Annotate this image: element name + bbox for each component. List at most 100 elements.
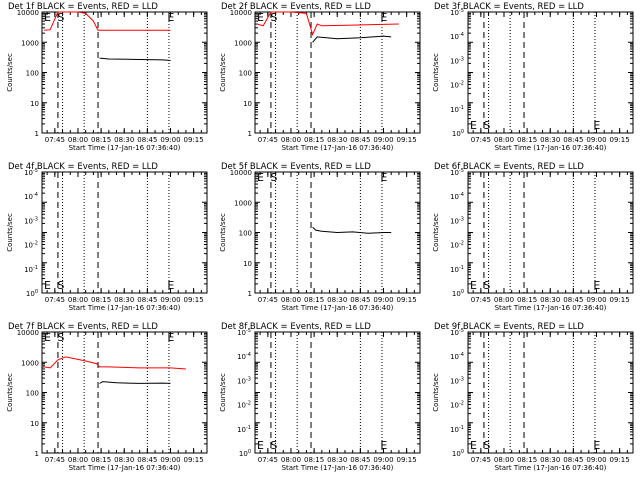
- x-axis-label: Start Time (17-Jan-16 07:36:40): [282, 144, 394, 152]
- marker-start: S: [483, 439, 490, 452]
- tick-exponent: -4: [459, 32, 464, 38]
- y-axis-label: Counts/sec: [432, 373, 440, 412]
- y-tick-label: 1000: [234, 199, 252, 207]
- tick-base: 10: [452, 450, 461, 458]
- tick-exponent: -4: [459, 192, 464, 198]
- x-tick-label: 09:00: [160, 456, 180, 464]
- y-tick-label: 10000: [17, 329, 39, 337]
- panel-det-4: Det 4f BLACK = Events, RED = LLD Counts/s…: [6, 162, 208, 312]
- y-axis-label: Counts/sec: [219, 213, 227, 252]
- tick-base: 10: [237, 353, 246, 361]
- tick-exponent: 0: [461, 129, 464, 135]
- marker-end-left: E: [470, 439, 477, 452]
- tick-exponent: -2: [459, 401, 464, 407]
- y-tick-label: 1: [35, 450, 39, 458]
- marker-start: S: [483, 119, 490, 132]
- y-tick-label: 10-3: [24, 216, 38, 225]
- tick-exponent: -3: [246, 376, 251, 382]
- x-tick-label: 08:15: [304, 296, 324, 304]
- x-tick-label: 08:30: [327, 296, 347, 304]
- y-axis-label: Counts/sec: [219, 53, 227, 92]
- tick-base: 10: [450, 33, 459, 41]
- x-tick-label: 08:00: [281, 296, 301, 304]
- x-axis-label: Start Time (17-Jan-16 07:36:40): [282, 304, 394, 312]
- x-tick-label: 07:45: [45, 136, 65, 144]
- plot-frame: [467, 171, 634, 294]
- tick-base: 10: [24, 193, 33, 201]
- x-tick-label: 08:15: [304, 456, 324, 464]
- panel-title: Det 7f BLACK = Events, RED = LLD: [8, 322, 158, 332]
- series-events-line: [312, 226, 392, 234]
- y-tick-label: 10-2: [450, 81, 464, 90]
- tick-exponent: -5: [33, 168, 38, 174]
- panel-title: Det 5f BLACK = Events, RED = LLD: [221, 162, 371, 172]
- series-events-line: [312, 35, 392, 43]
- y-tick-label: 10-3: [450, 376, 464, 385]
- panel-title: Det 9f BLACK = Events, RED = LLD: [434, 322, 584, 332]
- x-tick-label: 07:45: [471, 296, 491, 304]
- y-tick-label: 10000: [230, 169, 252, 177]
- marker-start: S: [270, 171, 277, 184]
- x-tick-label: 09:15: [397, 296, 417, 304]
- tick-exponent: -2: [33, 241, 38, 247]
- y-tick-label: 10-4: [450, 352, 464, 361]
- x-tick-label: 08:15: [517, 456, 537, 464]
- marker-end: E: [167, 11, 174, 24]
- x-tick-label: 09:00: [373, 136, 393, 144]
- marker-start: S: [57, 11, 64, 24]
- tick-base: 10: [450, 402, 459, 410]
- marker-end-left: E: [470, 119, 477, 132]
- plot-frame: [41, 171, 208, 294]
- x-tick-label: 08:30: [540, 456, 560, 464]
- plot-frame: [41, 331, 208, 454]
- x-tick-label: 08:30: [114, 296, 134, 304]
- x-tick-label: 08:15: [91, 136, 111, 144]
- series-events-line: [99, 57, 171, 61]
- tick-exponent: -1: [459, 265, 464, 271]
- y-tick-label: 1000: [21, 39, 39, 47]
- plot-frame: [254, 331, 421, 454]
- tick-exponent: -5: [459, 168, 464, 174]
- x-tick-label: 08:00: [68, 296, 88, 304]
- y-tick-label: 10-2: [450, 401, 464, 410]
- x-tick-label: 09:00: [160, 136, 180, 144]
- marker-end-left: E: [257, 439, 264, 452]
- tick-base: 10: [24, 217, 33, 225]
- plot-frame: [467, 11, 634, 134]
- panel-title: Det 8f BLACK = Events, RED = LLD: [221, 322, 371, 332]
- y-tick-label: 10-2: [24, 241, 38, 250]
- x-tick-label: 09:15: [184, 456, 204, 464]
- marker-end-left: E: [470, 279, 477, 292]
- x-tick-label: 08:00: [281, 456, 301, 464]
- series-lld-line: [256, 11, 399, 36]
- tick-base: 10: [450, 217, 459, 225]
- x-axis-label: Start Time (17-Jan-16 07:36:40): [282, 464, 394, 472]
- marker-end: E: [167, 331, 174, 344]
- tick-base: 10: [450, 426, 459, 434]
- tick-base: 10: [450, 193, 459, 201]
- tick-base: 10: [450, 377, 459, 385]
- x-tick-label: 08:15: [91, 456, 111, 464]
- tick-base: 10: [450, 82, 459, 90]
- y-tick-label: 10-1: [450, 265, 464, 274]
- tick-exponent: -3: [459, 216, 464, 222]
- y-tick-label: 10-5: [24, 168, 38, 177]
- panel-title: Det 1f BLACK = Events, RED = LLD: [8, 2, 158, 12]
- panel-det-9: Det 9f BLACK = Events, RED = LLD Counts/s…: [432, 322, 634, 472]
- y-tick-label: 10-5: [450, 328, 464, 337]
- y-tick-label: 10-3: [450, 56, 464, 65]
- tick-base: 10: [237, 377, 246, 385]
- panel-title: Det 6f BLACK = Events, RED = LLD: [434, 162, 584, 172]
- tick-exponent: 0: [461, 449, 464, 455]
- plot-frame: [254, 11, 421, 134]
- x-tick-label: 08:45: [137, 296, 157, 304]
- x-tick-label: 09:00: [586, 296, 606, 304]
- x-tick-label: 08:45: [350, 136, 370, 144]
- tick-base: 10: [24, 242, 33, 250]
- panel-det-8: Det 8f BLACK = Events, RED = LLD Counts/s…: [219, 322, 421, 472]
- x-tick-label: 07:45: [258, 296, 278, 304]
- marker-end: E: [380, 11, 387, 24]
- x-axis-label: Start Time (17-Jan-16 07:36:40): [495, 144, 607, 152]
- marker-end: E: [593, 439, 600, 452]
- marker-end-left: E: [257, 11, 264, 24]
